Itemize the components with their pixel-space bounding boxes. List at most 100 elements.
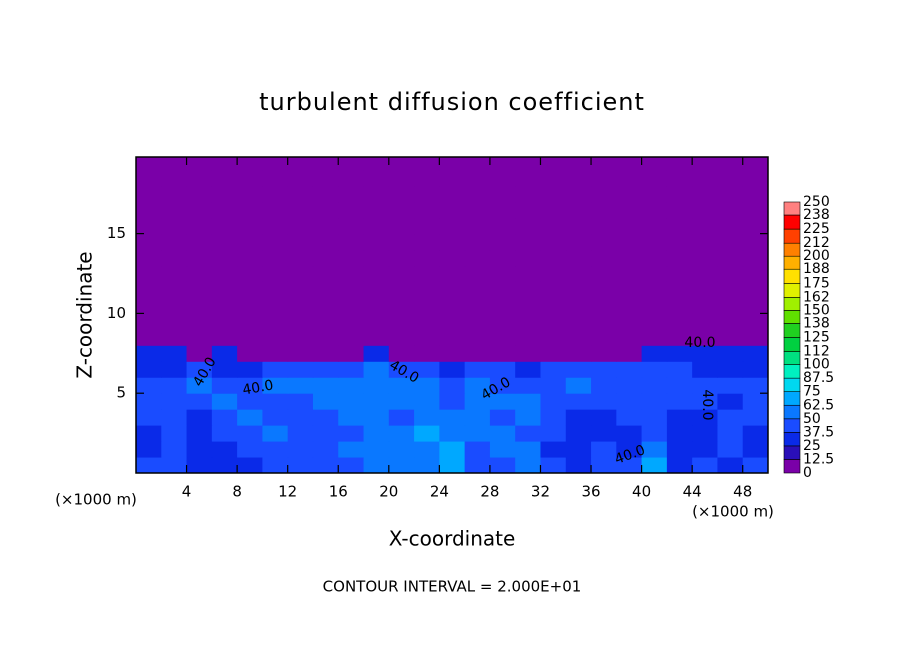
heat-cell <box>717 313 744 330</box>
heat-cell <box>186 425 213 442</box>
heat-cell <box>338 157 365 171</box>
heat-cell <box>742 409 768 426</box>
heat-cell <box>388 217 415 235</box>
heat-cell <box>363 409 390 426</box>
heat-cell <box>388 345 415 362</box>
heat-cell <box>489 169 516 187</box>
heat-cell <box>414 377 440 394</box>
heat-cell <box>237 313 263 330</box>
heat-cell <box>388 441 415 458</box>
colorbar-segment <box>783 255 801 270</box>
colorbar-label: 175 <box>803 275 830 291</box>
heat-cell <box>363 281 390 298</box>
heat-cell <box>237 409 263 426</box>
heat-cell <box>262 185 289 203</box>
heat-cell <box>742 329 768 346</box>
heat-cell <box>287 157 314 171</box>
heat-cell <box>489 201 516 219</box>
heat-cell <box>717 457 744 473</box>
colorbar-segment <box>783 297 801 311</box>
heat-cell <box>211 281 238 298</box>
heat-cell <box>161 201 188 219</box>
colorbar-label: 112 <box>803 344 830 360</box>
heat-cell <box>414 185 440 203</box>
heat-cell <box>363 297 390 314</box>
heat-cell <box>338 233 365 251</box>
heat-cell <box>692 329 718 346</box>
heat-cell <box>287 233 314 251</box>
heat-cell <box>186 313 213 330</box>
heat-cell <box>540 297 567 314</box>
heat-cell <box>237 233 263 251</box>
x-tick-label: 44 <box>683 483 702 501</box>
heat-cell <box>515 377 541 394</box>
y-tick-label: 10 <box>107 304 126 322</box>
heat-cell <box>211 233 238 251</box>
heat-cell <box>717 265 744 282</box>
heat-cell <box>136 281 162 298</box>
heat-cell <box>237 185 263 203</box>
heat-cell <box>692 425 718 442</box>
heat-cell <box>489 281 516 298</box>
heat-cell <box>489 441 516 458</box>
heat-cell <box>717 233 744 251</box>
heat-cell <box>136 345 162 362</box>
heat-cell <box>515 313 541 330</box>
heat-cell <box>616 201 643 219</box>
heat-cell <box>540 393 567 410</box>
heat-cell <box>616 329 643 346</box>
heat-cell <box>211 169 238 187</box>
heat-cell <box>692 297 718 314</box>
heat-cell <box>414 201 440 219</box>
heat-cell <box>641 457 668 473</box>
heat-cell <box>742 297 768 314</box>
heat-cell <box>515 393 541 410</box>
heat-cell <box>515 265 541 282</box>
heat-cell <box>742 217 768 235</box>
heat-cell <box>388 329 415 346</box>
heat-cell <box>439 393 466 410</box>
heat-cell <box>363 393 390 410</box>
heat-cell <box>262 345 289 362</box>
heat-cell <box>186 297 213 314</box>
heat-cell <box>287 393 314 410</box>
heat-cell <box>338 217 365 235</box>
heat-cell <box>540 217 567 235</box>
heat-cell <box>186 393 213 410</box>
heat-cell <box>363 157 390 171</box>
heat-cell <box>363 377 390 394</box>
contour-label: 40.0 <box>241 377 274 398</box>
heat-cell <box>616 169 643 187</box>
heat-cell <box>211 441 238 458</box>
heat-cell <box>211 361 238 378</box>
colorbar-label: 37.5 <box>803 424 834 440</box>
heat-cell <box>312 185 339 203</box>
heat-cell <box>312 233 339 251</box>
heat-cell <box>641 409 668 426</box>
heat-cell <box>717 217 744 235</box>
heat-cell <box>414 361 440 378</box>
heat-cell <box>161 265 188 282</box>
heat-cell <box>262 393 289 410</box>
heat-cell <box>641 393 668 410</box>
heat-cell <box>742 157 768 171</box>
heat-cell <box>489 409 516 426</box>
heat-cell <box>515 409 541 426</box>
heat-cell <box>565 185 592 203</box>
heat-cell <box>186 265 213 282</box>
heat-cell <box>464 377 491 394</box>
heat-cell <box>363 233 390 251</box>
heat-cell <box>363 329 390 346</box>
heat-cell <box>262 361 289 378</box>
heat-cell <box>388 457 415 473</box>
heat-cell <box>237 345 263 362</box>
heat-cell <box>338 201 365 219</box>
heat-cell <box>464 441 491 458</box>
heat-cell <box>414 425 440 442</box>
heat-cell <box>186 377 213 394</box>
heat-cell <box>161 441 188 458</box>
heat-cell <box>641 265 668 282</box>
heat-cell <box>439 377 466 394</box>
heat-cell <box>414 281 440 298</box>
heat-cell <box>414 393 440 410</box>
